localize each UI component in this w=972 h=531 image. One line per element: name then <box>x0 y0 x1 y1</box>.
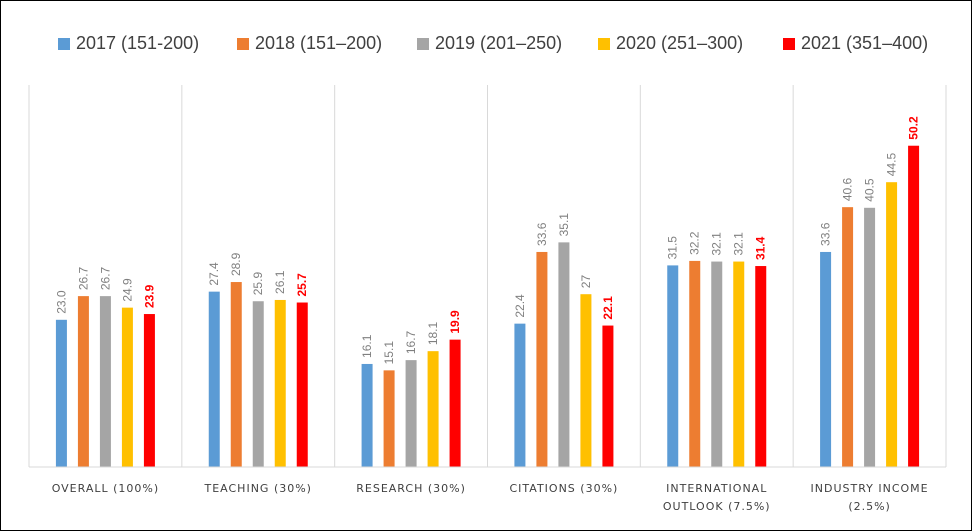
category-label: (2.5%) <box>848 500 891 513</box>
data-label: 32.1 <box>710 232 724 256</box>
data-label: 16.1 <box>360 334 374 358</box>
category-label: INTERNATIONAL <box>666 482 767 495</box>
data-label: 28.9 <box>229 252 243 276</box>
bar <box>711 261 723 467</box>
bar <box>383 370 395 467</box>
legend-label-2: 2018 (151–200) <box>255 33 382 53</box>
legend-swatch-3 <box>417 38 429 50</box>
legend-swatch-4 <box>598 38 610 50</box>
bar <box>602 325 614 467</box>
legend-label-4: 2020 (251–300) <box>616 33 743 53</box>
bar <box>820 251 832 467</box>
bar <box>274 299 286 467</box>
data-label: 31.5 <box>666 236 680 260</box>
data-label: 26.7 <box>98 266 112 290</box>
bar <box>427 351 439 467</box>
bar <box>755 266 767 467</box>
data-label: 15.1 <box>382 341 396 365</box>
bar <box>689 260 701 467</box>
value-labels: 23.0 26.7 26.7 24.9 23.9 27.4 28.9 25.9 26.1 25.7… <box>54 116 920 364</box>
category-label: CITATIONS (30%) <box>510 482 619 495</box>
bar <box>55 319 67 467</box>
bar <box>77 296 89 467</box>
data-label: 33.6 <box>535 222 549 246</box>
data-label: 32.2 <box>688 231 702 255</box>
legend-label-5: 2021 (351–400) <box>801 33 928 53</box>
data-label: 35.1 <box>557 213 571 237</box>
category-label: TEACHING (30%) <box>204 482 312 495</box>
bar <box>558 242 570 467</box>
legend-swatch-1 <box>58 38 70 50</box>
legend-label-3: 2019 (201–250) <box>435 33 562 53</box>
bar <box>208 291 220 467</box>
data-label: 33.6 <box>819 222 833 246</box>
legend-swatch-5 <box>783 38 795 50</box>
category-label: OUTLOOK (7.5%) <box>663 500 771 513</box>
legend-label-1: 2017 (151-200) <box>76 33 199 53</box>
bar <box>405 360 417 467</box>
bar <box>230 282 242 467</box>
data-label: 22.4 <box>513 294 527 318</box>
bar <box>361 363 373 467</box>
legend-swatch-2 <box>237 38 249 50</box>
bar <box>864 207 876 468</box>
data-label: 26.1 <box>273 270 287 294</box>
data-label: 23.9 <box>142 284 156 308</box>
data-label: 27 <box>579 275 593 289</box>
category-label: RESEARCH (30%) <box>356 482 466 495</box>
data-label: 27.4 <box>207 262 221 286</box>
bars <box>55 145 920 468</box>
bar <box>536 251 548 467</box>
bar <box>842 207 854 467</box>
category-label: OVERALL (100%) <box>52 482 159 495</box>
category-separators <box>28 85 947 467</box>
bar <box>733 261 745 467</box>
data-label: 16.7 <box>404 330 418 354</box>
bar <box>143 314 155 467</box>
bar <box>99 296 111 467</box>
legend: 2017 (151-200) 2018 (151–200) 2019 (201–25… <box>58 33 928 53</box>
data-label: 32.1 <box>732 232 746 256</box>
bar <box>449 339 461 467</box>
data-label: 25.9 <box>251 272 265 296</box>
data-label: 24.9 <box>120 278 134 302</box>
bar <box>667 265 679 467</box>
data-label: 25.7 <box>295 273 309 297</box>
bar <box>252 301 264 467</box>
bar <box>121 307 133 467</box>
category-labels: OVERALL (100%) TEACHING (30%) RESEARCH (30… <box>52 482 929 513</box>
data-label: 19.9 <box>448 310 462 334</box>
data-label: 23.0 <box>54 290 68 314</box>
data-label: 40.6 <box>841 177 855 201</box>
data-label: 31.4 <box>754 236 768 260</box>
bar <box>514 323 526 467</box>
bar <box>296 302 308 467</box>
bar <box>580 294 592 467</box>
bar <box>886 182 898 467</box>
data-label: 18.1 <box>426 321 440 345</box>
category-label: INDUSTRY INCOME <box>811 482 929 495</box>
data-label: 44.5 <box>885 153 899 177</box>
data-label: 50.2 <box>907 116 921 140</box>
data-label: 22.1 <box>601 296 615 320</box>
data-label: 40.5 <box>863 178 877 202</box>
bar <box>908 145 920 467</box>
data-label: 26.7 <box>76 266 90 290</box>
